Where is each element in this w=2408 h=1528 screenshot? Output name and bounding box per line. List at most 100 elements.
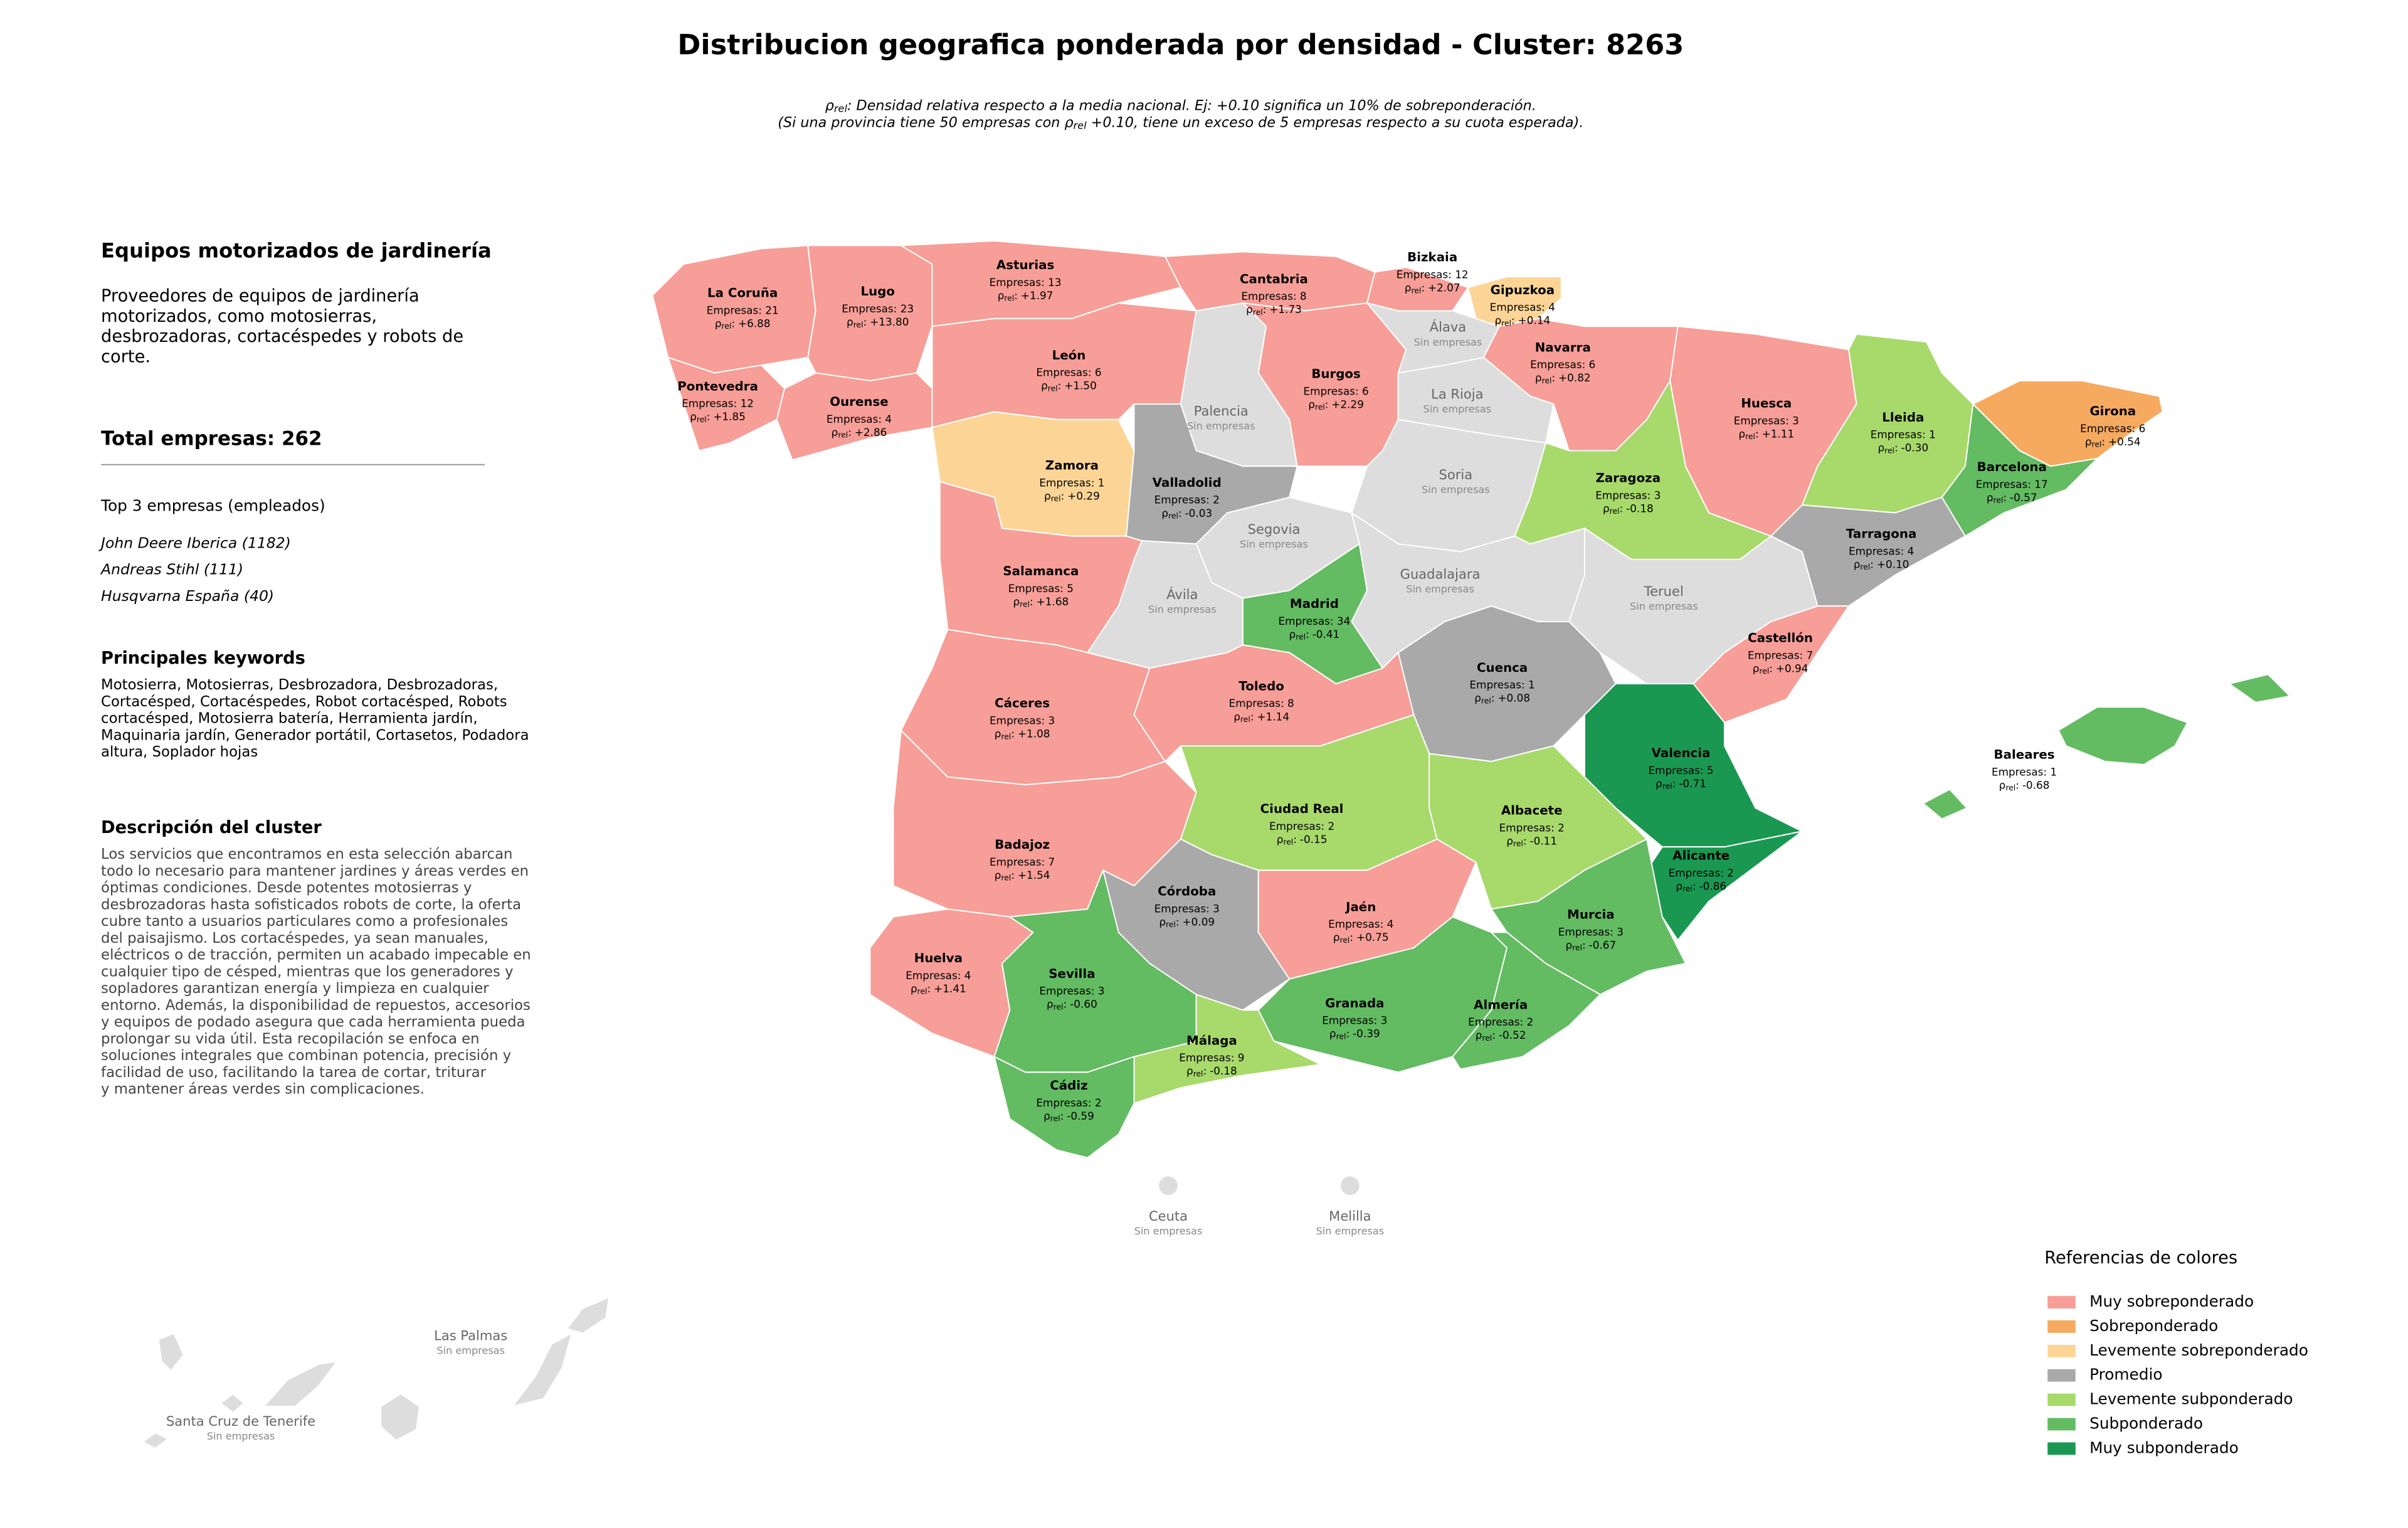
province-rho: ρrel: +1.73 [1246, 303, 1302, 316]
rho-value: +1.85 [713, 410, 746, 423]
province-companies: Empresas: 21 [707, 304, 779, 316]
province-rho: ρrel: +0.94 [1753, 662, 1809, 676]
rho-sub: rel [1513, 839, 1523, 848]
province-name: Girona [2089, 404, 2136, 418]
rho-sub: rel [1168, 511, 1178, 520]
province-companies: Empresas: 2 [1269, 820, 1334, 832]
rho-value: +0.14 [1518, 314, 1551, 327]
province-companies: Sin empresas [1423, 403, 1492, 415]
province-companies: Empresas: 2 [1499, 821, 1565, 834]
rho-sub: rel [853, 320, 863, 329]
province-rho: ρrel: +6.88 [715, 317, 771, 331]
province-companies: Empresas: 6 [1036, 366, 1101, 379]
top-company: John Deere Iberica (1182) [98, 534, 291, 552]
rho-value: -0.18 [1210, 1064, 1237, 1077]
province-shape [1159, 1176, 1178, 1196]
rho-colon: : [1346, 1027, 1349, 1040]
province-shape [1692, 605, 1850, 723]
province-companies: Empresas: 2 [1669, 866, 1734, 879]
rho-symbol: ρ [995, 728, 1001, 740]
rho-sub: rel [1481, 696, 1491, 705]
rho-colon: : [1894, 442, 1898, 454]
province-name: Alicante [1672, 849, 1729, 863]
top-company: Husqvarna España (40) [101, 587, 274, 605]
rho-sub: rel [1482, 1033, 1492, 1042]
rho-value: +2.07 [1428, 282, 1460, 294]
rho-value: +0.94 [1776, 662, 1809, 675]
legend-label: Promedio [2089, 1366, 2162, 1384]
province-rho: ρrel: +1.54 [995, 869, 1050, 882]
rho-symbol: ρ [1565, 938, 1572, 951]
cluster-description: todo lo necesario para mantener jardines… [101, 863, 529, 879]
rho-symbol: ρ [1474, 692, 1481, 704]
rho-symbol: ρ [1999, 778, 2006, 791]
province-name: Valencia [1652, 746, 1711, 760]
rho-sub: rel [697, 415, 707, 423]
province-companies: Sin empresas [1240, 538, 1308, 550]
rho-sub: rel [1001, 732, 1011, 741]
province-name: Cáceres [995, 696, 1050, 711]
subtitle: (Si una provincia tiene 50 empresas con … [778, 114, 1583, 131]
province-shape [2057, 706, 2189, 765]
province-name: Murcia [1567, 908, 1614, 922]
province-shape [1341, 1176, 1360, 1196]
province-name: Teruel [1644, 583, 1684, 599]
rho-value: +0.29 [1067, 490, 1100, 502]
rho-sub: rel [1004, 294, 1014, 302]
province-name: Badajoz [995, 837, 1050, 852]
province-companies: Empresas: 6 [1303, 385, 1368, 397]
province-name: Santa Cruz de Tenerife [166, 1413, 315, 1429]
province-companies: Sin empresas [1414, 336, 1482, 348]
rho-value: +13.80 [870, 316, 909, 328]
province-rho: ρrel: -0.52 [1476, 1029, 1526, 1042]
province-name: Ávila [1166, 586, 1198, 602]
rho-symbol: ρ [1159, 915, 1166, 928]
rho-value: +1.14 [1257, 710, 1289, 723]
rho-sub: rel [1315, 403, 1325, 411]
rho-symbol: ρ [832, 426, 838, 438]
province-companies: Empresas: 8 [1241, 290, 1306, 302]
province-companies: Empresas: 3 [1558, 925, 1624, 938]
rho-value: -0.71 [1679, 777, 1706, 790]
province-rho: ρrel: -0.39 [1329, 1027, 1380, 1041]
map [142, 240, 2291, 1449]
province-rho: ρrel: -0.59 [1043, 1110, 1094, 1123]
rho-value: -0.30 [1901, 442, 1929, 454]
rho-value: +0.09 [1183, 915, 1215, 928]
rho-value: +0.82 [1558, 371, 1591, 384]
province-rho: ρrel: +0.54 [2085, 435, 2141, 448]
province-name: Las Palmas [434, 1328, 507, 1344]
province-companies: Empresas: 3 [1322, 1014, 1387, 1027]
province-rho: ρrel: -0.60 [1047, 998, 1097, 1011]
rho-symbol: ρ [1753, 662, 1760, 675]
rho-colon: : [1064, 998, 1067, 1011]
rho-colon: : [1176, 915, 1180, 928]
cluster-description: sopladores garantizan energía y limpieza… [101, 980, 489, 997]
keywords: Cortacésped, Cortacéspedes, Robot cortac… [101, 694, 507, 710]
province-name: Tarragona [1846, 527, 1916, 541]
province-name: Guadalajara [1400, 566, 1481, 582]
province-name: Lleida [1882, 410, 1924, 425]
rho-symbol: ρ [2085, 435, 2092, 448]
rho-colon: : [1030, 595, 1033, 608]
rho-colon: : [1349, 931, 1353, 943]
province-companies: Empresas: 9 [1179, 1051, 1244, 1064]
rho-colon: : [731, 317, 735, 330]
sector-description: Proveedores de equipos de jardinería [101, 287, 420, 306]
province-companies: Empresas: 2 [1036, 1096, 1101, 1109]
province-rho: ρrel: -0.15 [1277, 833, 1328, 846]
province-companies: Empresas: 12 [682, 397, 754, 410]
province-companies: Sin empresas [1148, 603, 1217, 615]
rho-symbol: ρ [1333, 931, 1340, 943]
rho-colon: : [1060, 1110, 1064, 1122]
province-name: La Rioja [1431, 386, 1483, 401]
rho-value: +6.88 [738, 317, 771, 330]
rho-colon: : [1620, 502, 1624, 514]
keywords: Motosierra, Motosierras, Desbrozadora, D… [101, 677, 498, 693]
rho-symbol: ρ [825, 97, 834, 114]
rho-sub: rel [1074, 119, 1087, 131]
rho-symbol: ρ [690, 410, 697, 423]
province-rho: ρrel: -0.57 [1987, 491, 2037, 504]
province-rho: ρrel: +2.86 [832, 426, 887, 439]
